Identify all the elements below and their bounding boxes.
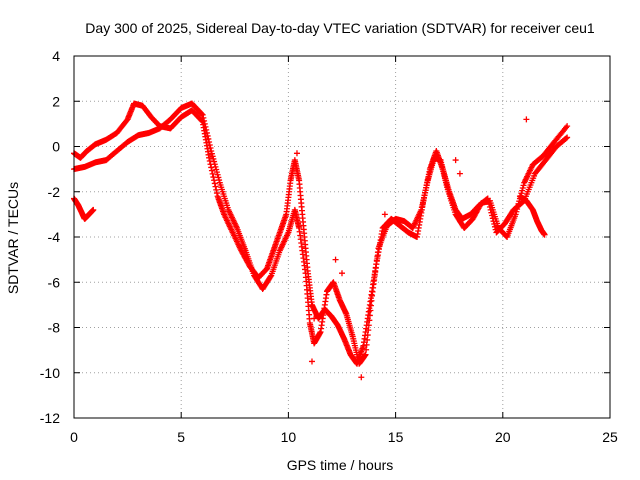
data-point (339, 270, 345, 277)
data-point (563, 124, 570, 131)
data-point (212, 183, 219, 190)
x-tick-label: 25 (602, 429, 618, 445)
data-point (381, 211, 388, 218)
x-axis-label: GPS time / hours (287, 457, 394, 473)
data-point (523, 116, 530, 123)
y-tick-label: -4 (48, 229, 61, 245)
data-point (452, 157, 459, 164)
y-tick-label: -10 (40, 365, 60, 381)
y-tick-labels: -12 -10 -8 -6 -4 -2 0 2 4 (40, 48, 60, 426)
data-point (206, 141, 213, 148)
data-point (201, 120, 208, 127)
data-point (209, 170, 216, 177)
data-point (211, 177, 218, 184)
x-tick-label: 10 (281, 429, 297, 445)
series-3 (516, 193, 548, 238)
data-point (203, 129, 210, 136)
data-point (211, 180, 218, 187)
data-point (201, 117, 208, 124)
x-tick-label: 5 (177, 429, 185, 445)
y-tick-label: -2 (48, 184, 61, 200)
axis-ticks (73, 55, 611, 419)
x-tick-labels: 0 5 10 15 20 25 (70, 429, 618, 445)
data-point (213, 186, 220, 193)
series-2 (71, 195, 97, 222)
chart-title: Day 300 of 2025, Sidereal Day-to-day VTE… (85, 20, 595, 36)
data-point (311, 315, 318, 322)
data-point (206, 154, 213, 161)
data-point (198, 110, 205, 117)
data-point (267, 273, 274, 280)
data-point (358, 374, 365, 381)
x-tick-label: 0 (70, 429, 78, 445)
y-axis-label: SDTVAR / TECUs (5, 182, 21, 294)
data-point (564, 134, 571, 141)
series-4 (293, 116, 530, 381)
data-point (90, 206, 97, 213)
data-point (491, 223, 498, 230)
y-tick-label: -8 (48, 320, 61, 336)
series-1 (71, 100, 571, 367)
data-point (563, 135, 570, 142)
data-point (204, 132, 211, 139)
data-point (206, 138, 213, 145)
data-point (293, 150, 300, 157)
data-point (210, 174, 217, 181)
y-tick-label: 4 (52, 48, 60, 64)
y-tick-label: 0 (52, 139, 60, 155)
data-point (207, 145, 214, 152)
data-point (199, 111, 206, 118)
data-point (200, 114, 207, 121)
y-tick-label: 2 (52, 93, 60, 109)
y-tick-label: -6 (48, 274, 61, 290)
data-marks (71, 100, 571, 381)
x-tick-label: 20 (495, 429, 511, 445)
data-point (213, 190, 220, 197)
y-tick-label: -12 (40, 410, 60, 426)
data-point (203, 126, 210, 133)
data-point (541, 231, 548, 238)
data-point (308, 358, 315, 365)
data-point (202, 123, 209, 130)
data-point (205, 135, 212, 142)
x-tick-label: 15 (388, 429, 404, 445)
data-point (564, 123, 571, 130)
data-point (332, 256, 339, 263)
data-point (456, 170, 463, 177)
data-point (208, 167, 215, 174)
